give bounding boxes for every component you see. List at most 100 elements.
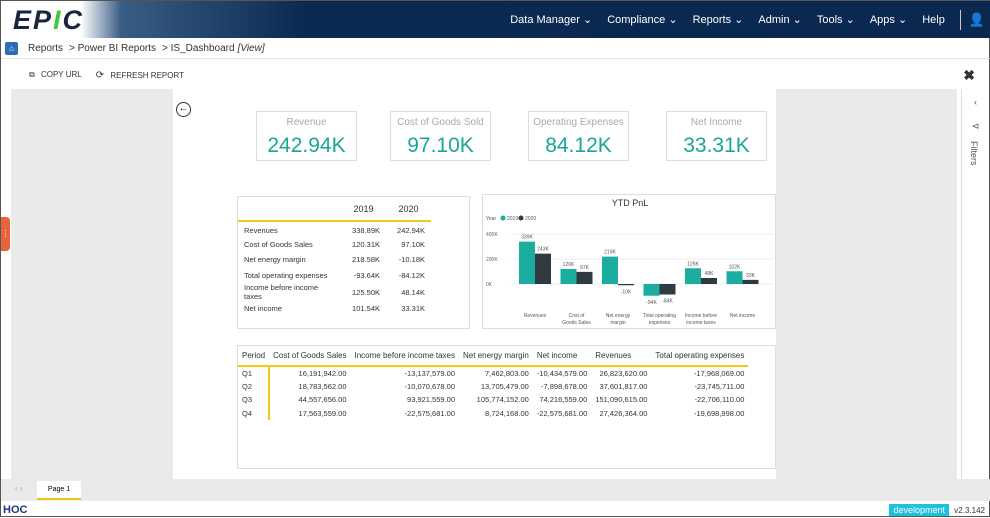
breadcrumb-reports[interactable]: Reports — [28, 42, 64, 54]
table-cell: -17,968,069.00 — [693, 368, 745, 378]
nav-compliance[interactable]: Compliance ⌄ — [607, 14, 678, 26]
table-cell: -23,745,711.00 — [694, 381, 745, 391]
ytd-pnl-chart: YTD PnL Year 2019 2020 0K 200K 400K 339K 243K Rev… — [482, 194, 776, 329]
nav-admin[interactable]: Admin ⌄ — [758, 14, 802, 26]
collapse-chevron-icon[interactable]: ‹ — [974, 97, 977, 107]
data-label: 102K — [729, 264, 741, 270]
nav-apps[interactable]: Apps ⌄ — [869, 14, 908, 26]
nav-reports[interactable]: Reports ⌄ — [692, 14, 744, 26]
bar-2019 — [560, 269, 577, 284]
table-cell: 27,426,364.00 — [599, 408, 648, 418]
data-label: 48K — [705, 271, 715, 277]
column-header: Period — [238, 346, 270, 367]
kpi-title: Revenue — [286, 117, 327, 128]
table-cell: -22,575,681.00 — [404, 408, 455, 418]
table-cell: 17,563,559.00 — [298, 408, 347, 418]
x-tick-label: Revenues — [524, 313, 547, 319]
x-tick-label: expenses — [649, 320, 671, 326]
prev-page-icon[interactable]: ‹ › — [15, 484, 23, 493]
x-tick-label: Cost of — [569, 313, 585, 319]
table-cell: -22,575,681.00 — [536, 408, 588, 418]
table-cell: -7,898,678.00 — [540, 381, 588, 391]
filters-pane[interactable]: ‹ ⊲ Filters — [961, 89, 989, 479]
column-header: Net energy margin — [459, 346, 533, 367]
bar-2019 — [602, 256, 618, 284]
kpi-title: Cost of Goods Sold — [397, 117, 484, 128]
table-cell: Q3 — [238, 393, 271, 407]
bar-2019 — [643, 284, 660, 296]
bar-2019 — [726, 271, 743, 284]
chart-title: YTD PnL — [612, 198, 649, 208]
epic-logo[interactable]: EPIC — [13, 5, 85, 35]
table-cell: 44,557,656.00 — [298, 395, 347, 405]
table-cell: -22,706,110.00 — [694, 395, 745, 405]
close-icon[interactable]: ✖ — [963, 67, 975, 83]
header-row: 2019 2020 — [238, 198, 431, 222]
table-cell: Total operating expenses — [244, 270, 328, 280]
kpi-net-income: Net Income 33.31K — [666, 111, 767, 161]
hoc-logo: HOC — [3, 504, 28, 516]
table-cell: Q2 — [238, 379, 271, 393]
kpi-title: Net Income — [690, 117, 743, 128]
legend-label: 2019 — [507, 216, 518, 222]
table-cell: -10.18K — [398, 255, 425, 265]
nav-help[interactable]: Help — [922, 13, 945, 26]
column-header: Net income — [532, 346, 592, 367]
bar-2020 — [535, 253, 551, 284]
copy-url-button[interactable]: ⧉ COPY URL — [29, 70, 82, 79]
x-tick-label: Net energy — [606, 313, 631, 319]
table-cell: Q4 — [238, 406, 271, 420]
kpi-revenue: Revenue 242.94K — [256, 111, 357, 161]
table-cell: -19,698,998.00 — [693, 408, 745, 418]
table-cell: -84.12K — [398, 270, 425, 280]
column-header — [238, 198, 341, 222]
table-row: Net energy margin 218.58K -10.18K — [238, 252, 431, 268]
table-row: Cost of Goods Sales 120.31K 97.10K — [238, 237, 431, 253]
user-icon[interactable]: 👤 — [968, 11, 985, 27]
table-cell: 120.31K — [352, 239, 380, 249]
data-label: 243K — [537, 247, 549, 253]
home-icon[interactable]: ⌂ — [5, 41, 18, 55]
x-tick-label: Net income — [730, 313, 756, 319]
data-label: 97K — [580, 265, 590, 271]
table-cell: 18,783,562.00 — [298, 381, 347, 391]
nav-tools[interactable]: Tools ⌄ — [816, 14, 855, 26]
table-cell: 151,090,615.00 — [595, 395, 648, 405]
top-navbar: EPIC Data Manager ⌄ Compliance ⌄ Reports… — [1, 1, 990, 38]
data-label: -10K — [621, 289, 632, 295]
env-badge: development — [889, 504, 949, 516]
back-arrow-icon[interactable]: ← — [176, 102, 191, 117]
x-tick-label: income taxes — [686, 320, 716, 326]
table-row: Total operating expenses -93.64K -84.12K — [238, 268, 431, 284]
breadcrumb: ⌂ Reports > Power BI Reports > IS_Dashbo… — [1, 38, 990, 59]
bar-2020 — [742, 279, 759, 284]
view-mode: [View] — [237, 42, 265, 54]
data-label: -84K — [662, 299, 673, 305]
tab-page-1[interactable]: Page 1 — [37, 481, 81, 500]
copy-icon: ⧉ — [29, 70, 35, 79]
breadcrumb-power-bi[interactable]: > Power BI Reports — [69, 42, 156, 54]
table-cell: 74,216,559.00 — [539, 395, 588, 405]
bar-2020 — [659, 284, 676, 295]
table-cell: Cost of Goods Sales — [244, 239, 313, 249]
data-label: 219K — [604, 250, 616, 256]
bar-2020 — [701, 278, 717, 284]
table-cell: -13,137,579.00 — [404, 368, 455, 378]
table-cell: 48.14K — [401, 287, 425, 297]
x-tick-label: margin — [610, 320, 626, 326]
data-label: 33K — [746, 273, 756, 279]
kpi-opex: Operating Expenses 84.12K — [528, 111, 629, 161]
table-cell: 218.58K — [352, 255, 380, 265]
breadcrumb-dashboard: > IS_Dashboard — [162, 42, 235, 54]
column-header: Cost of Goods Sales — [269, 346, 351, 367]
filters-label: Filters — [969, 141, 979, 166]
header-row: Period Cost of Goods Sales Income before i… — [238, 346, 749, 367]
version: v2.3.142 — [954, 506, 985, 515]
side-handle[interactable]: ⋮ — [1, 217, 10, 251]
table-row: Q4 17,563,559.00 -22,575,681.00 8,724,168.0… — [238, 406, 748, 420]
data-label: -94K — [646, 300, 657, 306]
table-row: Q1 16,191,942.00 -13,137,579.00 7,462,803.0… — [238, 366, 748, 380]
nav-data-manager[interactable]: Data Manager ⌄ — [510, 14, 593, 26]
column-header: Total operating expenses — [651, 346, 749, 367]
refresh-report-button[interactable]: ⟳ REFRESH REPORT — [95, 69, 184, 81]
